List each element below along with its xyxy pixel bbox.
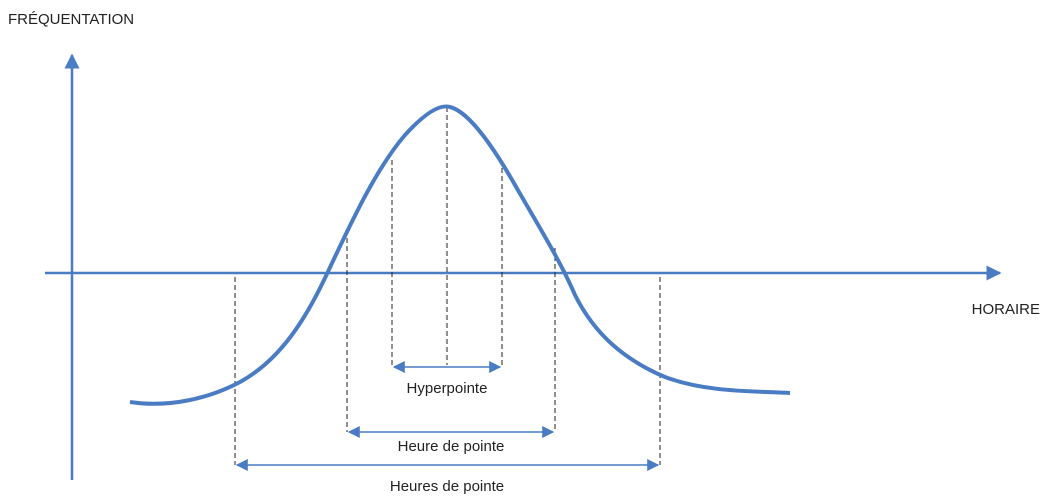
span-label: Hyperpointe <box>407 380 488 397</box>
span-label: Heure de pointe <box>398 438 505 455</box>
x-axis-label: HORAIRE <box>972 301 1040 318</box>
attendance-curve <box>129 104 791 406</box>
span-label: Heures de pointe <box>390 478 504 495</box>
y-axis-label: FRÉQUENTATION <box>8 11 134 28</box>
dashed-guides <box>234 107 661 465</box>
